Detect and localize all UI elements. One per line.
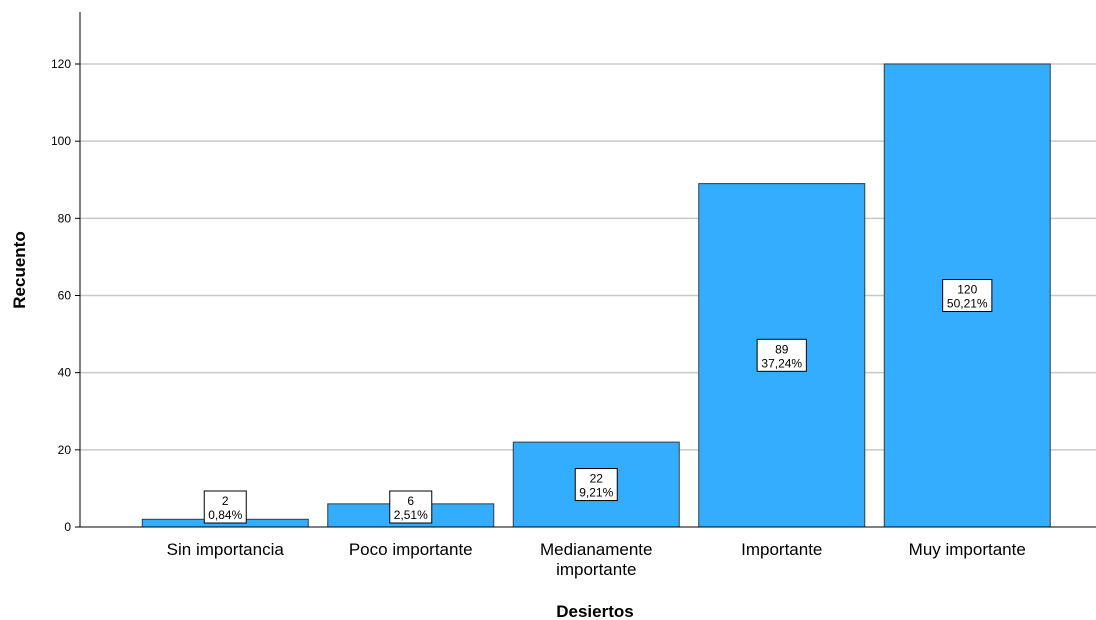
- x-category-label: Muy importante: [909, 540, 1026, 559]
- axes: [79, 12, 1096, 528]
- data-label-box: [942, 279, 993, 312]
- data-label-count: 22: [590, 472, 604, 486]
- x-category-label: Importante: [741, 540, 822, 559]
- data-label-percent: 0,84%: [208, 508, 242, 522]
- data-label-box: [389, 490, 433, 524]
- y-tick-label: 120: [51, 57, 71, 71]
- y-tick-label: 20: [58, 443, 72, 457]
- y-tick-label: 60: [58, 289, 72, 303]
- y-tick-label: 100: [51, 134, 71, 148]
- x-category-label: Medianamente importante: [540, 540, 652, 579]
- y-tick-label: 40: [58, 366, 72, 380]
- data-label-box: [756, 338, 807, 372]
- data-label-percent: 37,24%: [761, 356, 802, 370]
- data-label-count: 120: [957, 283, 977, 297]
- data-label: 229,21%: [574, 468, 618, 502]
- data-label-percent: 2,51%: [394, 508, 428, 522]
- data-label-count: 6: [407, 494, 414, 508]
- x-category-label: Poco importante: [349, 540, 473, 559]
- data-label-percent: 50,21%: [947, 297, 988, 311]
- data-label-box: [203, 490, 247, 524]
- y-tick-labels: 0 20 40 60 80 100 120: [51, 57, 80, 534]
- data-label-box: [574, 468, 618, 502]
- x-category-labels: Sin importancia Poco importante Medianamen…: [167, 540, 1026, 579]
- data-label-count: 89: [775, 342, 789, 356]
- data-label-count: 2: [222, 494, 229, 508]
- x-axis-title: Desiertos: [556, 602, 633, 620]
- data-label: 20,84%: [203, 490, 247, 524]
- y-tick-label: 0: [64, 520, 71, 534]
- y-tick-label: 80: [58, 211, 72, 225]
- data-label: 62,51%: [389, 490, 433, 524]
- x-category-label: Sin importancia: [167, 540, 285, 559]
- data-label-percent: 9,21%: [579, 486, 613, 500]
- y-axis-title: Recuento: [10, 231, 29, 308]
